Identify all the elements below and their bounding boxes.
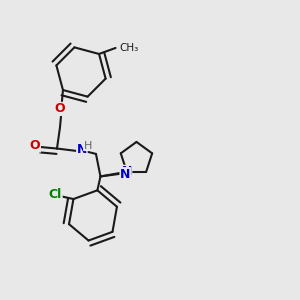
Text: N: N [122,165,132,178]
Text: O: O [30,139,40,152]
Text: N: N [120,168,130,181]
Text: N: N [77,143,87,156]
Text: O: O [55,102,65,116]
Text: CH₃: CH₃ [119,43,138,53]
Text: Cl: Cl [49,188,62,201]
Text: H: H [84,140,92,151]
